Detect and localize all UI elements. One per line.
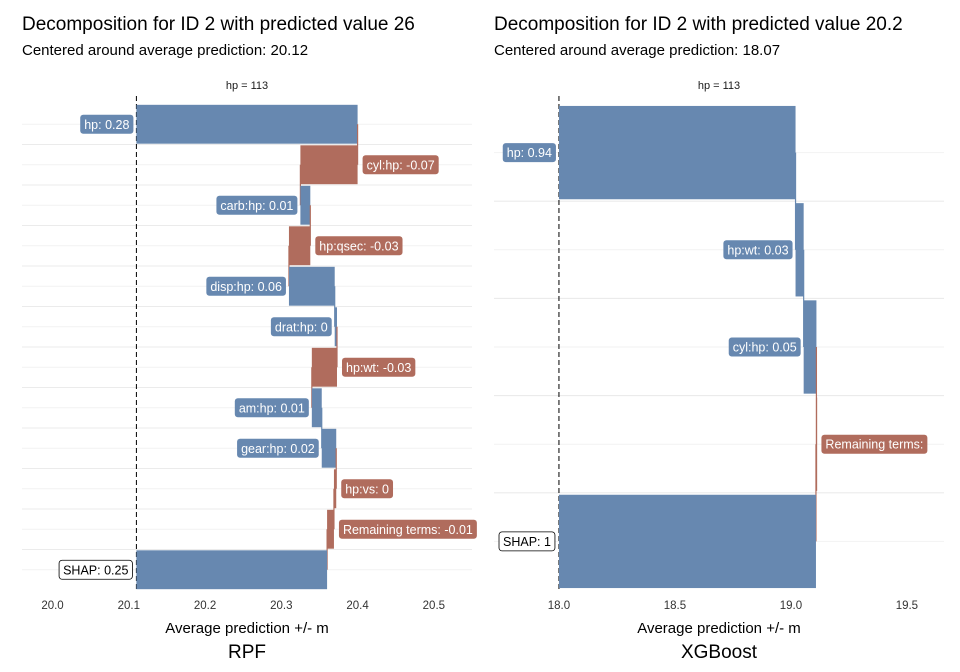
rpf-bar [136,550,328,590]
rpf-waterfall-chart: hp = 113 hp: 0.28 cyl:hp: -0.07 carb:hp: 0.… [22,80,477,663]
xgboost-bar [803,300,817,394]
rpf-data-label-box [270,317,332,337]
rpf-data-label-box [315,236,403,256]
xgboost-data-label-box [821,434,928,454]
rpf-bar [334,307,337,347]
rpf-bar [288,266,335,306]
rpf-data-label-box [237,438,319,458]
rpf-data-label: SHAP: 0.25 [63,563,128,577]
xgboost-facet-label: hp = 113 [698,80,740,92]
rpf-data-label-box [338,519,477,539]
rpf-data-label: hp:wt: -0.03 [346,361,411,375]
xgboost-data-label-box [502,143,556,163]
rpf-caption: RPF [228,642,266,663]
rpf-bar [333,469,337,509]
xgboost-data-label: hp: 0.94 [507,146,552,160]
xgboost-data-label: SHAP: 1 [503,535,551,549]
rpf-panel-title: Decomposition for ID 2 with predicted va… [22,14,415,35]
rpf-bar [288,226,311,266]
xgboost-panel-title: Decomposition for ID 2 with predicted va… [494,14,903,35]
rpf-x-axis-label: Average prediction +/- m [165,620,329,637]
xgboost-waterfall-chart: hp = 113 hp: 0.94 hp:wt: 0.03 cyl:hp: 0.05 R… [494,80,944,663]
rpf-bar [327,509,334,549]
rpf-data-label: gear:hp: 0.02 [241,442,315,456]
rpf-data-label: hp: 0.28 [84,118,129,132]
rpf-data-label-box [216,195,298,215]
rpf-bar [311,388,322,428]
xgboost-data-label-box [723,240,793,260]
xgboost-data-label: cyl:hp: 0.05 [733,341,797,355]
rpf-x-tick-label: 20.1 [118,600,140,612]
rpf-data-label: am:hp: 0.01 [239,401,305,415]
xgboost-caption: XGBoost [681,642,758,663]
rpf-data-label: drat:hp: 0 [275,320,328,334]
xgboost-panel-subtitle: Centered around average prediction: 18.0… [494,42,781,59]
rpf-data-label: Remaining terms: -0.01 [343,523,473,537]
rpf-bar [321,428,337,468]
xgboost-bar [558,105,796,200]
xgboost-x-tick-label: 18.5 [664,600,686,612]
rpf-data-label-box [234,398,309,418]
rpf-data-label: disp:hp: 0.06 [210,280,282,294]
rpf-data-label-box [342,357,416,377]
xgboost-data-label-box [498,531,556,552]
xgboost-data-label: hp:wt: 0.03 [727,243,788,257]
rpf-data-label: hp:vs: 0 [345,482,389,496]
xgboost-data-label: Remaining terms: [825,438,923,452]
rpf-data-label-box [58,559,133,580]
xgboost-x-tick-label: 18.0 [548,600,570,612]
rpf-facet-label: hp = 113 [226,80,268,92]
rpf-data-label-box [362,155,439,175]
rpf-x-tick-label: 20.2 [194,600,216,612]
xgboost-bar [558,494,816,589]
rpf-bar [300,145,358,185]
rpf-data-label: cyl:hp: -0.07 [367,158,435,172]
rpf-x-tick-label: 20.3 [270,600,292,612]
rpf-bar [136,104,358,144]
rpf-data-label: carb:hp: 0.01 [220,199,293,213]
xgboost-x-axis-label: Average prediction +/- m [637,620,801,637]
xgboost-x-tick-label: 19.5 [896,600,918,612]
xgboost-data-label-box [728,337,801,357]
rpf-bar [300,185,311,225]
rpf-data-label-box [341,479,394,499]
rpf-x-tick-label: 20.5 [423,600,445,612]
xgboost-bar [795,203,804,297]
rpf-x-tick-label: 20.0 [41,600,63,612]
rpf-bar [311,347,337,387]
rpf-data-label: hp:qsec: -0.03 [319,239,398,253]
xgboost-x-tick-label: 19.0 [780,600,802,612]
rpf-data-label-box [80,114,134,134]
rpf-data-label-box [206,276,286,296]
rpf-x-tick-label: 20.4 [346,600,369,612]
rpf-panel-subtitle: Centered around average prediction: 20.1… [22,42,309,59]
